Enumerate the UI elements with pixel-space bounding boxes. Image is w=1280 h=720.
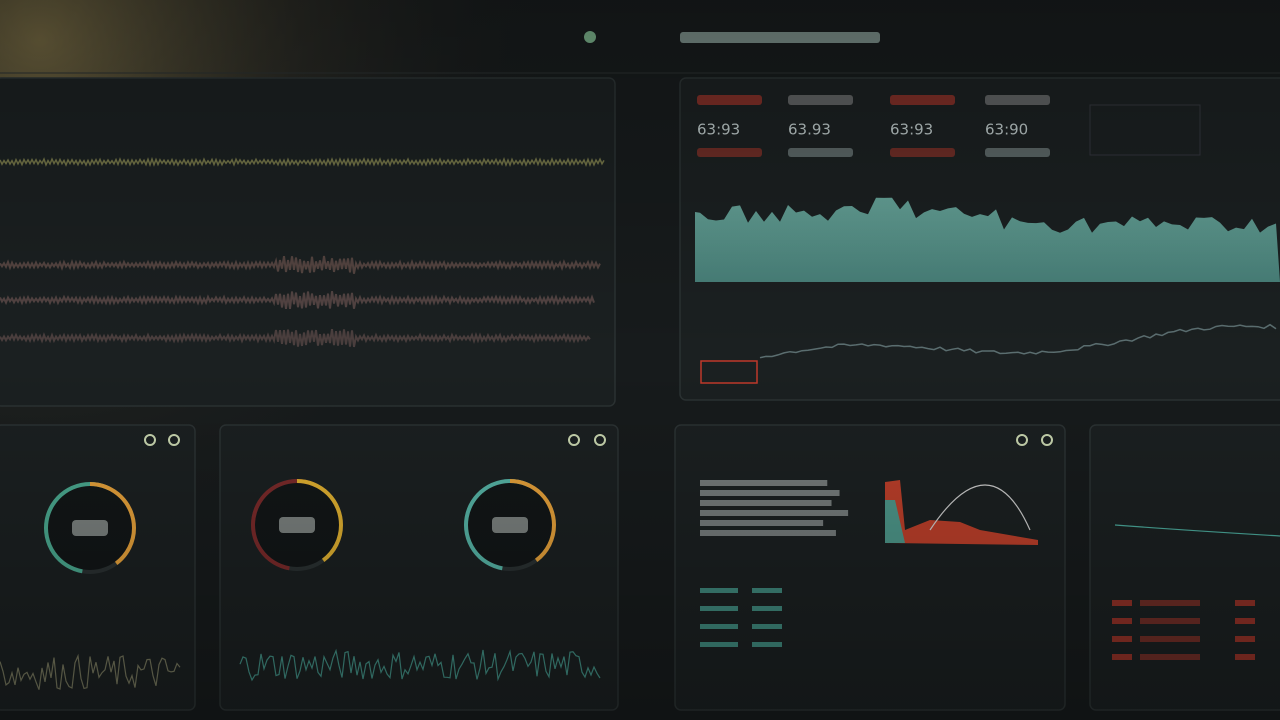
text-blur (700, 642, 738, 647)
readout: 63:90 (985, 121, 1028, 139)
text-blur (1140, 618, 1200, 624)
text-blur (752, 624, 782, 629)
gauge-value-blur (72, 520, 108, 536)
text-blur (700, 500, 832, 506)
label-blur (788, 148, 853, 157)
text-blur (700, 520, 824, 526)
gauge-value-blur (279, 517, 315, 533)
label-blur (697, 95, 762, 105)
text-blur (1235, 654, 1255, 660)
text-blur (1235, 618, 1255, 624)
text-blur (700, 510, 849, 516)
text-blur (1140, 636, 1200, 642)
text-blur (700, 624, 738, 629)
text-blur (1112, 654, 1132, 660)
text-blur (700, 606, 738, 611)
text-blur (752, 588, 782, 593)
text-blur (700, 588, 738, 593)
text-blur (700, 480, 828, 486)
text-blur (1140, 654, 1200, 660)
readout: 63:93 (697, 121, 740, 139)
text-blur (752, 606, 782, 611)
label-blur (890, 148, 955, 157)
text-blur (1112, 618, 1132, 624)
text-blur (752, 642, 782, 647)
text-blur (1235, 600, 1255, 606)
text-blur (1112, 636, 1132, 642)
text-blur (700, 530, 836, 536)
text-blur (1112, 600, 1132, 606)
title-blur (680, 32, 880, 43)
label-blur (697, 148, 762, 157)
text-blur (1235, 636, 1255, 642)
status-icon (584, 31, 596, 43)
readout: 63.93 (788, 121, 831, 139)
text-blur (700, 490, 840, 496)
label-blur (985, 95, 1050, 105)
text-blur (1140, 600, 1200, 606)
label-blur (788, 95, 853, 105)
label-blur (890, 95, 955, 105)
label-blur (985, 148, 1050, 157)
readout: 63:93 (890, 121, 933, 139)
gauge-value-blur (492, 517, 528, 533)
